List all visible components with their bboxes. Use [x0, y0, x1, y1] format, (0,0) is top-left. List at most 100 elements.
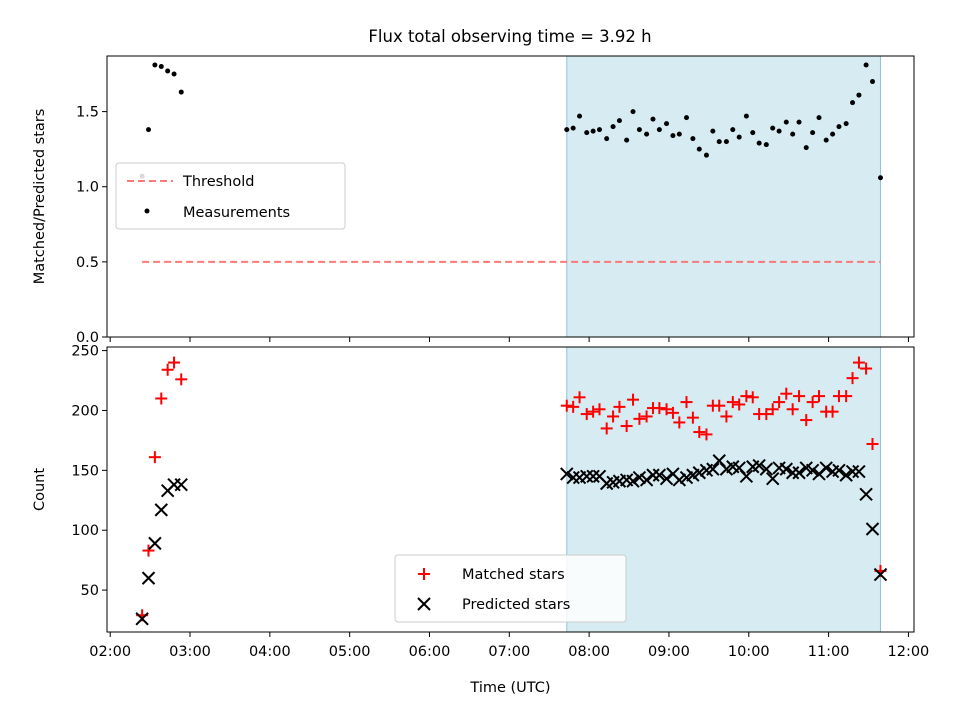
matched-star-point	[746, 391, 759, 404]
measurement-point	[843, 121, 849, 127]
matched-star-point	[640, 410, 653, 423]
matched-star-point	[793, 390, 806, 403]
measurement-point	[716, 139, 722, 145]
predicted-star-point	[174, 478, 188, 492]
matched-star-point	[846, 372, 859, 385]
measurement-point	[178, 89, 184, 95]
ratio-y-tick-label: 0.5	[76, 255, 99, 271]
measurement-point	[810, 130, 816, 136]
count-y-axis-label: Count	[32, 468, 48, 511]
count-legend: Matched stars Predicted stars	[394, 554, 627, 623]
predicted-star-point	[659, 472, 674, 486]
predicted-star-point	[632, 470, 647, 485]
measurement-point	[616, 118, 622, 124]
count-y-tick-label: 50	[81, 583, 99, 599]
x-tick-label: 11:00	[808, 644, 850, 660]
matched-legend-label: Matched stars	[462, 567, 565, 583]
measurement-point	[763, 142, 769, 148]
measurement-point	[696, 146, 702, 152]
measurement-point	[830, 131, 836, 137]
matched-star-point	[766, 403, 779, 416]
measurement-point	[644, 131, 650, 137]
measurement-point	[610, 124, 616, 130]
x-tick-label: 05:00	[329, 644, 371, 660]
predicted-star-point	[141, 571, 156, 585]
ratio-plot-frame	[106, 55, 915, 338]
matched-star-point	[806, 396, 819, 409]
measurement-point	[703, 152, 709, 158]
ratio-y-tick-label: 1.0	[76, 180, 99, 196]
matched-star-point	[720, 410, 733, 423]
matched-star-point	[142, 544, 155, 557]
measurement-point	[590, 128, 596, 134]
matched-star-point	[693, 426, 706, 439]
predicted-star-point	[852, 464, 866, 479]
matched-star-point	[666, 406, 679, 419]
matched-star-point	[800, 414, 813, 427]
matched-star-point	[673, 416, 686, 429]
matched-star-point	[580, 408, 593, 421]
predicted-star-point	[706, 462, 720, 476]
count-legend-box	[394, 554, 627, 623]
matched-star-point	[627, 393, 640, 406]
measurement-point	[770, 125, 776, 131]
measurement-point	[730, 127, 736, 133]
measurement-point	[624, 137, 630, 143]
measurement-point	[877, 175, 883, 181]
predicted-star-point	[865, 522, 880, 536]
predicted-star-point	[672, 473, 687, 487]
measurement-point	[584, 130, 590, 136]
measurement-point	[723, 139, 729, 145]
ratio-legend-box	[115, 162, 346, 230]
measurement-point	[856, 92, 862, 98]
matched-star-point	[780, 387, 793, 400]
predicted-star-point	[759, 462, 774, 476]
x-tick-label: 02:00	[89, 644, 131, 660]
matched-star-point	[168, 356, 181, 369]
measurement-point	[816, 115, 822, 121]
predicted-star-point	[692, 466, 706, 480]
matched-star-point	[175, 373, 188, 386]
matched-star-point	[620, 420, 633, 433]
measurement-point	[604, 136, 610, 142]
figure-title: Flux total observing time = 3.92 h	[368, 27, 651, 46]
predicted-star-point	[785, 466, 800, 480]
matched-star-point	[813, 390, 826, 403]
measurement-point	[796, 119, 802, 125]
x-tick-label: 10:00	[728, 644, 770, 660]
matched-star-point	[840, 390, 853, 403]
matched-legend-marker	[418, 568, 430, 580]
count-plot-frame	[106, 346, 915, 633]
measurement-point	[756, 140, 762, 146]
count-y-tick-label: 100	[71, 523, 99, 539]
measurement-point	[570, 125, 576, 131]
matched-star-point	[733, 398, 746, 411]
count-y-tick-label: 250	[71, 344, 99, 360]
predicted-star-point	[779, 462, 793, 476]
predicted-star-point	[832, 463, 846, 478]
measurement-point	[836, 124, 842, 130]
matched-star-point	[686, 411, 699, 424]
x-tick-label: 03:00	[169, 644, 211, 660]
measurement-point	[869, 79, 875, 85]
predicted-star-point	[560, 467, 574, 481]
matched-star-point	[660, 403, 673, 416]
predicted-star-point	[639, 473, 654, 487]
measurements-legend-marker	[144, 208, 150, 214]
matched-star-point	[155, 392, 168, 405]
matched-star-point	[713, 399, 726, 412]
measurement-point	[146, 127, 152, 133]
matched-star-point	[826, 405, 839, 418]
predicted-legend-marker	[417, 597, 431, 611]
count-y-tick-label: 200	[71, 403, 99, 419]
matched-star-point	[567, 400, 580, 413]
predicted-legend-label: Predicted stars	[462, 597, 570, 613]
matched-star-point	[653, 402, 666, 415]
matched-star-point	[680, 396, 693, 409]
predicted-star-point	[752, 458, 766, 473]
measurement-point	[597, 127, 603, 133]
measurement-point	[850, 100, 856, 106]
measurement-point	[630, 109, 636, 115]
measurement-point	[564, 127, 570, 133]
